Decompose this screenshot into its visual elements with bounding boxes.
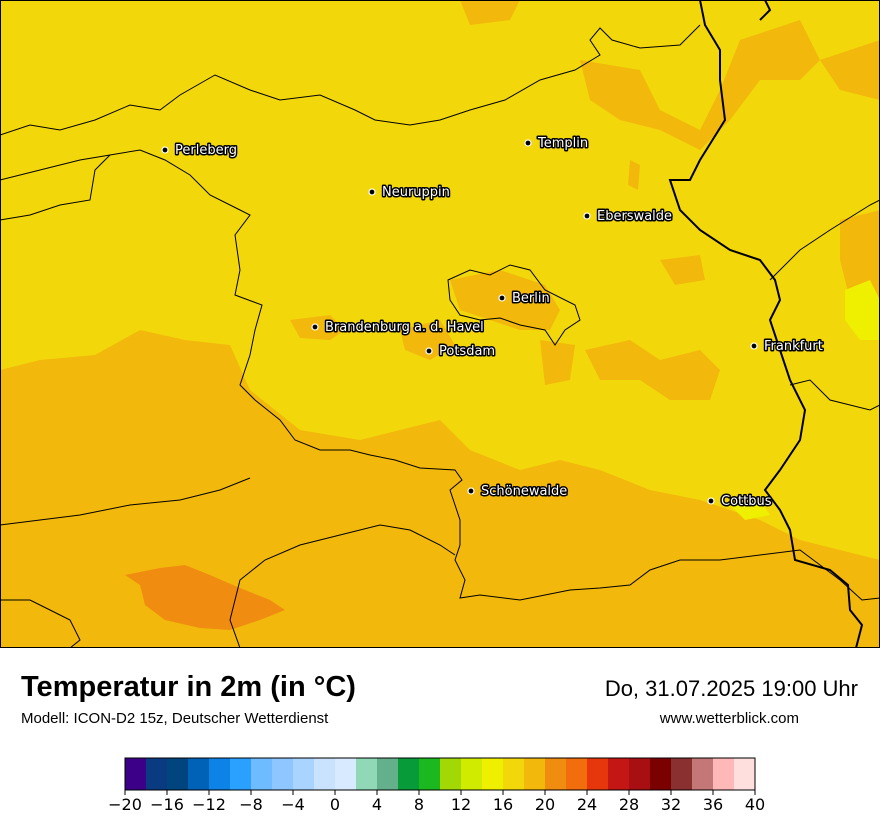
city-berlin: Berlin (498, 290, 551, 308)
legend-swatch (461, 758, 483, 790)
city-dot (750, 342, 758, 350)
legend-swatch (188, 758, 210, 790)
forecast-datetime: Do, 31.07.2025 19:00 Uhr (604, 676, 858, 701)
legend-swatch (146, 758, 168, 790)
legend-tick-label: −4 (281, 795, 305, 814)
legend-swatch (692, 758, 714, 790)
legend-swatch (125, 758, 147, 790)
legend-tick-label: 32 (661, 795, 681, 814)
city-dot (467, 487, 475, 495)
legend-swatch (545, 758, 567, 790)
city-perleberg: Perleberg (161, 142, 238, 160)
city-schönewalde: Schönewalde (467, 483, 569, 501)
legend-swatch (503, 758, 525, 790)
legend-swatch (608, 758, 630, 790)
legend-swatch (230, 758, 252, 790)
legend-swatch (209, 758, 231, 790)
legend-tick-label: 8 (414, 795, 424, 814)
city-dot (425, 347, 433, 355)
legend-swatch (167, 758, 189, 790)
legend-swatch (398, 758, 420, 790)
legend-tick-label: 4 (372, 795, 382, 814)
legend-swatch (314, 758, 336, 790)
city-neuruppin: Neuruppin (368, 184, 451, 202)
legend-tick-label: −12 (192, 795, 226, 814)
city-cottbus: Cottbus (707, 493, 773, 511)
legend-tick-label: −20 (108, 795, 142, 814)
legend-swatch (671, 758, 693, 790)
legend-tick-label: 28 (619, 795, 639, 814)
city-label: Schönewalde (481, 484, 567, 499)
legend-swatch (272, 758, 294, 790)
legend-tick-label: 16 (493, 795, 513, 814)
city-label: Brandenburg a. d. Havel (325, 320, 484, 335)
national-border (668, 0, 864, 648)
legend-swatch (251, 758, 273, 790)
city-dot (311, 323, 319, 331)
city-dot (498, 294, 506, 302)
legend-swatch (650, 758, 672, 790)
legend-swatch (482, 758, 504, 790)
legend-swatch (440, 758, 462, 790)
legend-swatch (356, 758, 378, 790)
legend-swatch (587, 758, 609, 790)
legend-tick-label: 24 (577, 795, 597, 814)
temp-zone-20-22 (125, 565, 285, 630)
legend-swatch (377, 758, 399, 790)
legend-tick-label: −16 (150, 795, 184, 814)
city-label: Templin (537, 136, 588, 151)
legend-tick-label: 0 (330, 795, 340, 814)
city-dot (707, 497, 715, 505)
city-dot (524, 139, 532, 147)
city-label: Eberswalde (597, 209, 672, 224)
city-label: Berlin (512, 291, 550, 306)
legend-tick-label: 40 (745, 795, 765, 814)
legend-frame (124, 757, 756, 791)
city-eberswalde: Eberswalde (583, 208, 674, 226)
legend-swatch (734, 758, 756, 790)
city-templin: Templin (524, 135, 590, 153)
temperature-map: Perleberg Templin Neuruppin Eberswalde Berli… (0, 0, 880, 648)
model-source: Modell: ICON-D2 15z, Deutscher Wetterdie… (21, 710, 329, 727)
legend-swatch (335, 758, 357, 790)
legend-tick-label: −8 (239, 795, 263, 814)
city-brandenburg-a-d-havel: Brandenburg a. d. Havel (311, 319, 485, 337)
legend-swatch (629, 758, 651, 790)
city-label: Potsdam (439, 344, 495, 359)
city-markers: Perleberg Templin Neuruppin Eberswalde Berli… (161, 135, 824, 511)
city-label: Frankfurt (764, 339, 823, 354)
legend-canvas: −20 −16 −12 −8 −4 0 4 8 12 16 20 24 28 32 36 40 (108, 757, 765, 814)
legend-swatch (524, 758, 546, 790)
city-label: Cottbus (721, 494, 772, 509)
color-legend: −20 −16 −12 −8 −4 0 4 8 12 16 20 24 28 32 36 40 (100, 755, 790, 825)
website-label: www.wetterblick.com (659, 710, 799, 727)
map-canvas: Perleberg Templin Neuruppin Eberswalde Berli… (0, 0, 880, 648)
chart-title: Temperatur in 2m (in °C) (21, 671, 356, 703)
state-borders (0, 24, 880, 648)
legend-swatch (713, 758, 735, 790)
city-potsdam: Potsdam (425, 343, 497, 361)
legend-tick-label: 12 (451, 795, 471, 814)
city-label: Neuruppin (382, 185, 450, 200)
city-frankfurt: Frankfurt (750, 338, 824, 356)
legend-tick-label: 36 (703, 795, 723, 814)
city-label: Perleberg (175, 143, 237, 158)
city-dot (368, 188, 376, 196)
legend-swatch (293, 758, 315, 790)
legend-swatch (566, 758, 588, 790)
temp-zone-14-16 (730, 280, 880, 520)
city-dot (583, 212, 591, 220)
temp-zone-18-20 (0, 0, 880, 648)
city-dot (161, 146, 169, 154)
poland-border-inner (769, 199, 880, 411)
legend-tick-label: 20 (535, 795, 555, 814)
legend-swatch (419, 758, 441, 790)
